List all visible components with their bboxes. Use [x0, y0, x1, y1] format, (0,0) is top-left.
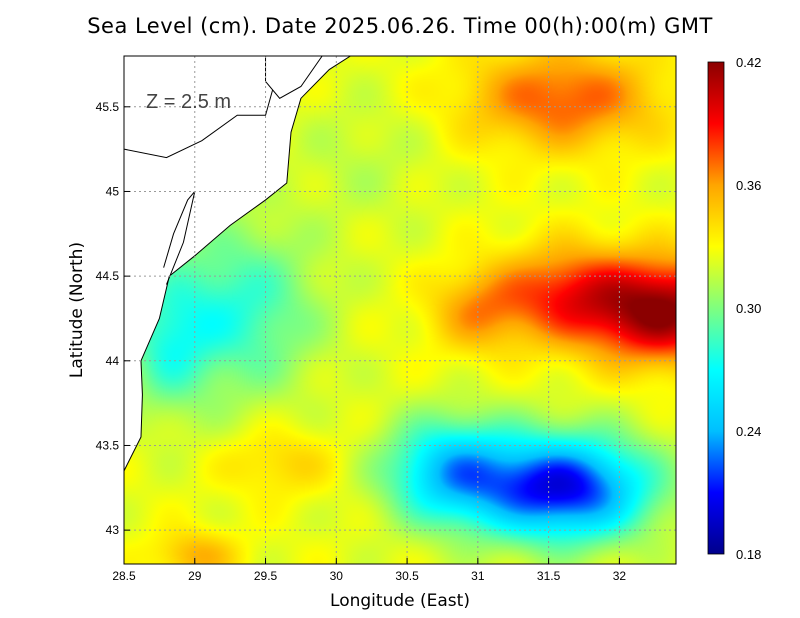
map-title: Sea Level (cm). Date 2025.06.26. Time 00…	[87, 14, 713, 38]
coastline	[124, 56, 351, 472]
colorbar-tick-label: 0.18	[736, 547, 761, 562]
land-mask	[124, 56, 351, 471]
plot-frame	[123, 55, 677, 565]
x-tick-label: 30.5	[395, 569, 419, 583]
y-tick-label: 45	[106, 184, 120, 198]
y-tick-label: 45.5	[96, 100, 120, 114]
x-axis-label: Longitude (East)	[330, 591, 470, 611]
depth-label: Z = 2.5 m	[146, 91, 231, 113]
y-tick-label: 43	[106, 523, 120, 537]
x-axis-ticks: 28.5 29 29.5 30 30.5 31 31.5 32	[112, 558, 626, 583]
colorbar-tick-label: 0.42	[736, 55, 761, 70]
colorbar-tick-label: 0.36	[736, 178, 761, 193]
y-tick-label: 44.5	[96, 269, 120, 283]
y-tick-label: 44	[106, 354, 120, 368]
x-tick-label: 28.5	[112, 569, 136, 583]
coastline-liman-south	[163, 191, 196, 285]
x-tick-label: 31	[471, 569, 485, 583]
coastline-liman-north	[124, 89, 274, 159]
colorbar-tick-label: 0.30	[736, 301, 761, 316]
gridlines	[124, 56, 676, 564]
x-tick-label: 32	[613, 569, 627, 583]
y-axis-ticks: 43 43.5 44 44.5 45 45.5	[96, 100, 130, 537]
x-tick-label: 29.5	[254, 569, 278, 583]
x-tick-label: 30	[330, 569, 344, 583]
colorbar-tick-label: 0.24	[736, 424, 761, 439]
colorbar-ticks: 0.18 0.24 0.30 0.36 0.42	[736, 55, 761, 562]
x-tick-label: 29	[188, 569, 202, 583]
x-tick-label: 31.5	[537, 569, 561, 583]
y-axis-label: Latitude (North)	[67, 242, 87, 378]
y-tick-label: 43.5	[96, 438, 120, 452]
colorbar	[707, 61, 725, 555]
